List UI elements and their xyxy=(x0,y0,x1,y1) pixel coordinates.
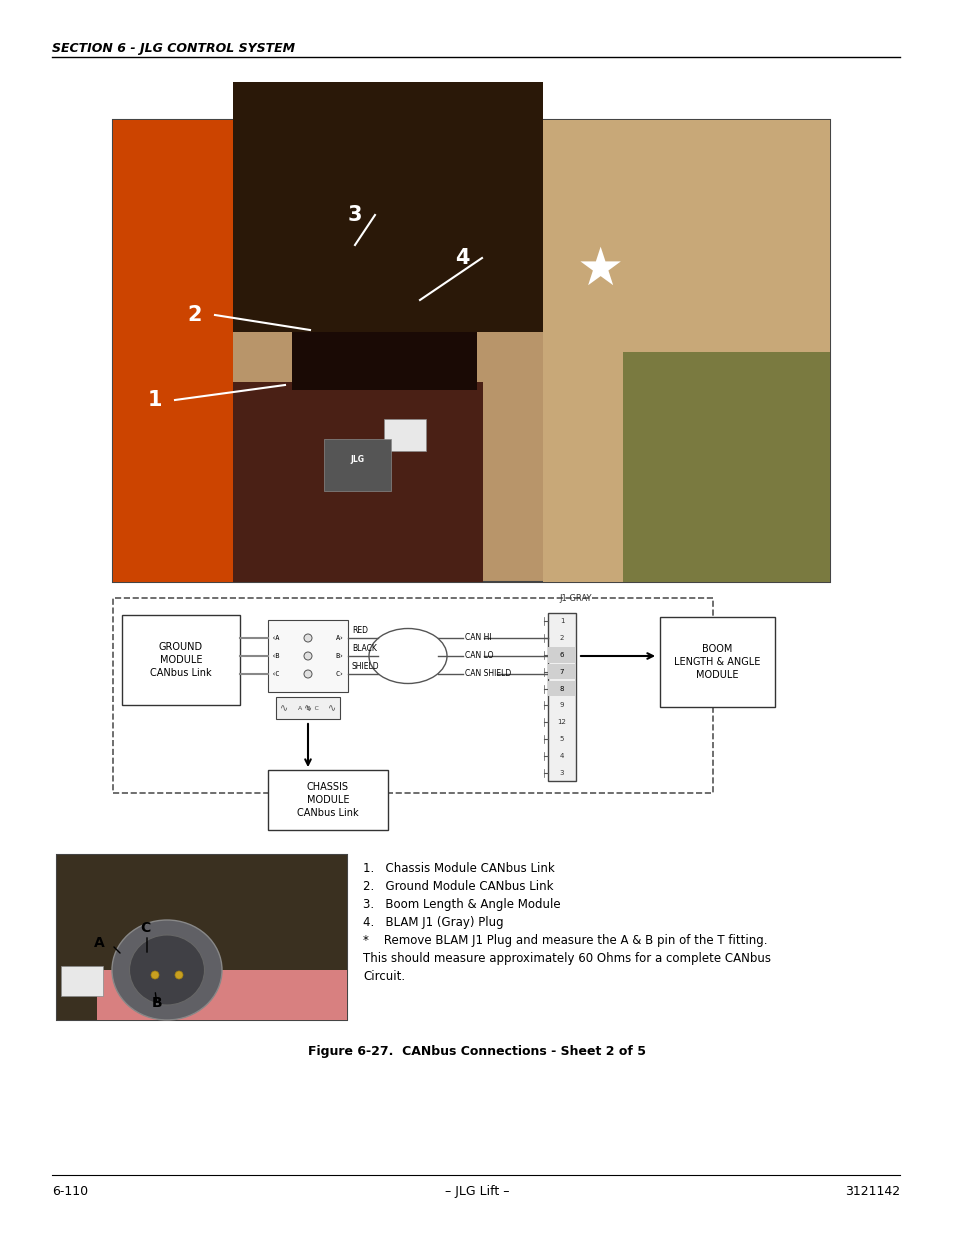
Text: CAN LO: CAN LO xyxy=(464,652,493,661)
Text: ‹B: ‹B xyxy=(272,653,280,659)
Text: 6-110: 6-110 xyxy=(52,1186,88,1198)
Bar xyxy=(112,120,829,582)
Bar xyxy=(97,969,347,1020)
Text: 2: 2 xyxy=(188,305,202,325)
Bar xyxy=(57,855,347,1020)
Text: 1.   Chassis Module CANbus Link: 1. Chassis Module CANbus Link xyxy=(363,862,554,876)
Text: 3: 3 xyxy=(348,205,362,225)
Text: C›: C› xyxy=(335,671,344,677)
Text: 4: 4 xyxy=(455,248,469,268)
Text: JLG: JLG xyxy=(350,456,364,464)
Text: 8: 8 xyxy=(559,685,563,692)
Text: 2: 2 xyxy=(559,635,563,641)
Text: 3: 3 xyxy=(559,769,563,776)
Text: 1: 1 xyxy=(148,390,162,410)
FancyBboxPatch shape xyxy=(324,438,391,492)
Bar xyxy=(233,82,542,332)
Text: CAN SHIELD: CAN SHIELD xyxy=(464,669,511,678)
Text: CHASSIS
MODULE
CANbus Link: CHASSIS MODULE CANbus Link xyxy=(297,782,358,819)
Bar xyxy=(122,615,240,705)
Text: Figure 6-27.  CANbus Connections - Sheet 2 of 5: Figure 6-27. CANbus Connections - Sheet … xyxy=(308,1045,645,1058)
Text: GROUND
MODULE
CANbus Link: GROUND MODULE CANbus Link xyxy=(150,642,212,678)
Text: A: A xyxy=(93,936,104,950)
Bar xyxy=(268,620,348,692)
Bar xyxy=(547,664,576,679)
Bar xyxy=(112,120,233,582)
Ellipse shape xyxy=(112,920,222,1020)
Bar xyxy=(622,352,829,582)
Text: 4: 4 xyxy=(559,753,563,758)
Text: 8: 8 xyxy=(559,685,563,692)
Text: B›: B› xyxy=(335,653,344,659)
Text: 4.   BLAM J1 (Gray) Plug: 4. BLAM J1 (Gray) Plug xyxy=(363,916,503,929)
Bar xyxy=(268,769,388,830)
Text: SHIELD: SHIELD xyxy=(352,662,379,671)
Text: 6: 6 xyxy=(559,652,563,658)
Text: B: B xyxy=(152,995,162,1010)
Circle shape xyxy=(304,671,312,678)
Text: A›: A› xyxy=(335,635,344,641)
Text: 2.   Ground Module CANbus Link: 2. Ground Module CANbus Link xyxy=(363,881,553,893)
Text: ‹A: ‹A xyxy=(272,635,280,641)
Bar xyxy=(659,618,774,706)
Circle shape xyxy=(304,634,312,642)
Text: 6: 6 xyxy=(559,652,563,658)
Text: 9: 9 xyxy=(559,703,563,709)
Text: ∿: ∿ xyxy=(279,703,288,713)
Text: ★: ★ xyxy=(576,245,623,296)
Text: SECTION 6 - JLG CONTROL SYSTEM: SECTION 6 - JLG CONTROL SYSTEM xyxy=(52,42,294,56)
FancyBboxPatch shape xyxy=(61,966,103,995)
Text: BOOM
LENGTH & ANGLE
MODULE: BOOM LENGTH & ANGLE MODULE xyxy=(674,643,760,680)
Text: 7: 7 xyxy=(559,669,563,674)
Text: 12: 12 xyxy=(557,719,566,725)
FancyBboxPatch shape xyxy=(384,419,426,451)
Text: RED: RED xyxy=(352,626,368,635)
Ellipse shape xyxy=(130,935,204,1005)
Circle shape xyxy=(304,652,312,659)
Text: – JLG Lift –: – JLG Lift – xyxy=(444,1186,509,1198)
Text: 3121142: 3121142 xyxy=(844,1186,899,1198)
Bar xyxy=(292,245,476,390)
Bar xyxy=(112,598,712,793)
Bar xyxy=(57,855,347,1020)
Text: *    Remove BLAM J1 Plug and measure the A & B pin of the T fitting.: * Remove BLAM J1 Plug and measure the A … xyxy=(363,934,767,947)
Text: Circuit.: Circuit. xyxy=(363,969,405,983)
Bar xyxy=(542,120,829,582)
Text: 3.   Boom Length & Angle Module: 3. Boom Length & Angle Module xyxy=(363,898,560,911)
Text: BLACK: BLACK xyxy=(352,643,376,653)
Text: J1 GRAY: J1 GRAY xyxy=(559,594,592,603)
Bar xyxy=(547,647,576,662)
Bar xyxy=(233,382,482,582)
Text: ∿: ∿ xyxy=(328,703,335,713)
Text: This should measure approximately 60 Ohms for a complete CANbus: This should measure approximately 60 Ohm… xyxy=(363,952,770,965)
Bar xyxy=(547,680,576,697)
Text: C: C xyxy=(140,921,150,935)
Circle shape xyxy=(174,971,183,979)
Bar xyxy=(275,697,339,719)
Text: A  B  C: A B C xyxy=(297,705,318,710)
Bar xyxy=(547,613,576,781)
Text: CAN HI: CAN HI xyxy=(464,634,491,642)
Text: 1: 1 xyxy=(559,619,563,625)
Text: ‹C: ‹C xyxy=(272,671,280,677)
Text: ∿: ∿ xyxy=(304,703,312,713)
Text: 7: 7 xyxy=(559,669,563,674)
Circle shape xyxy=(151,971,159,979)
Text: 5: 5 xyxy=(559,736,563,742)
